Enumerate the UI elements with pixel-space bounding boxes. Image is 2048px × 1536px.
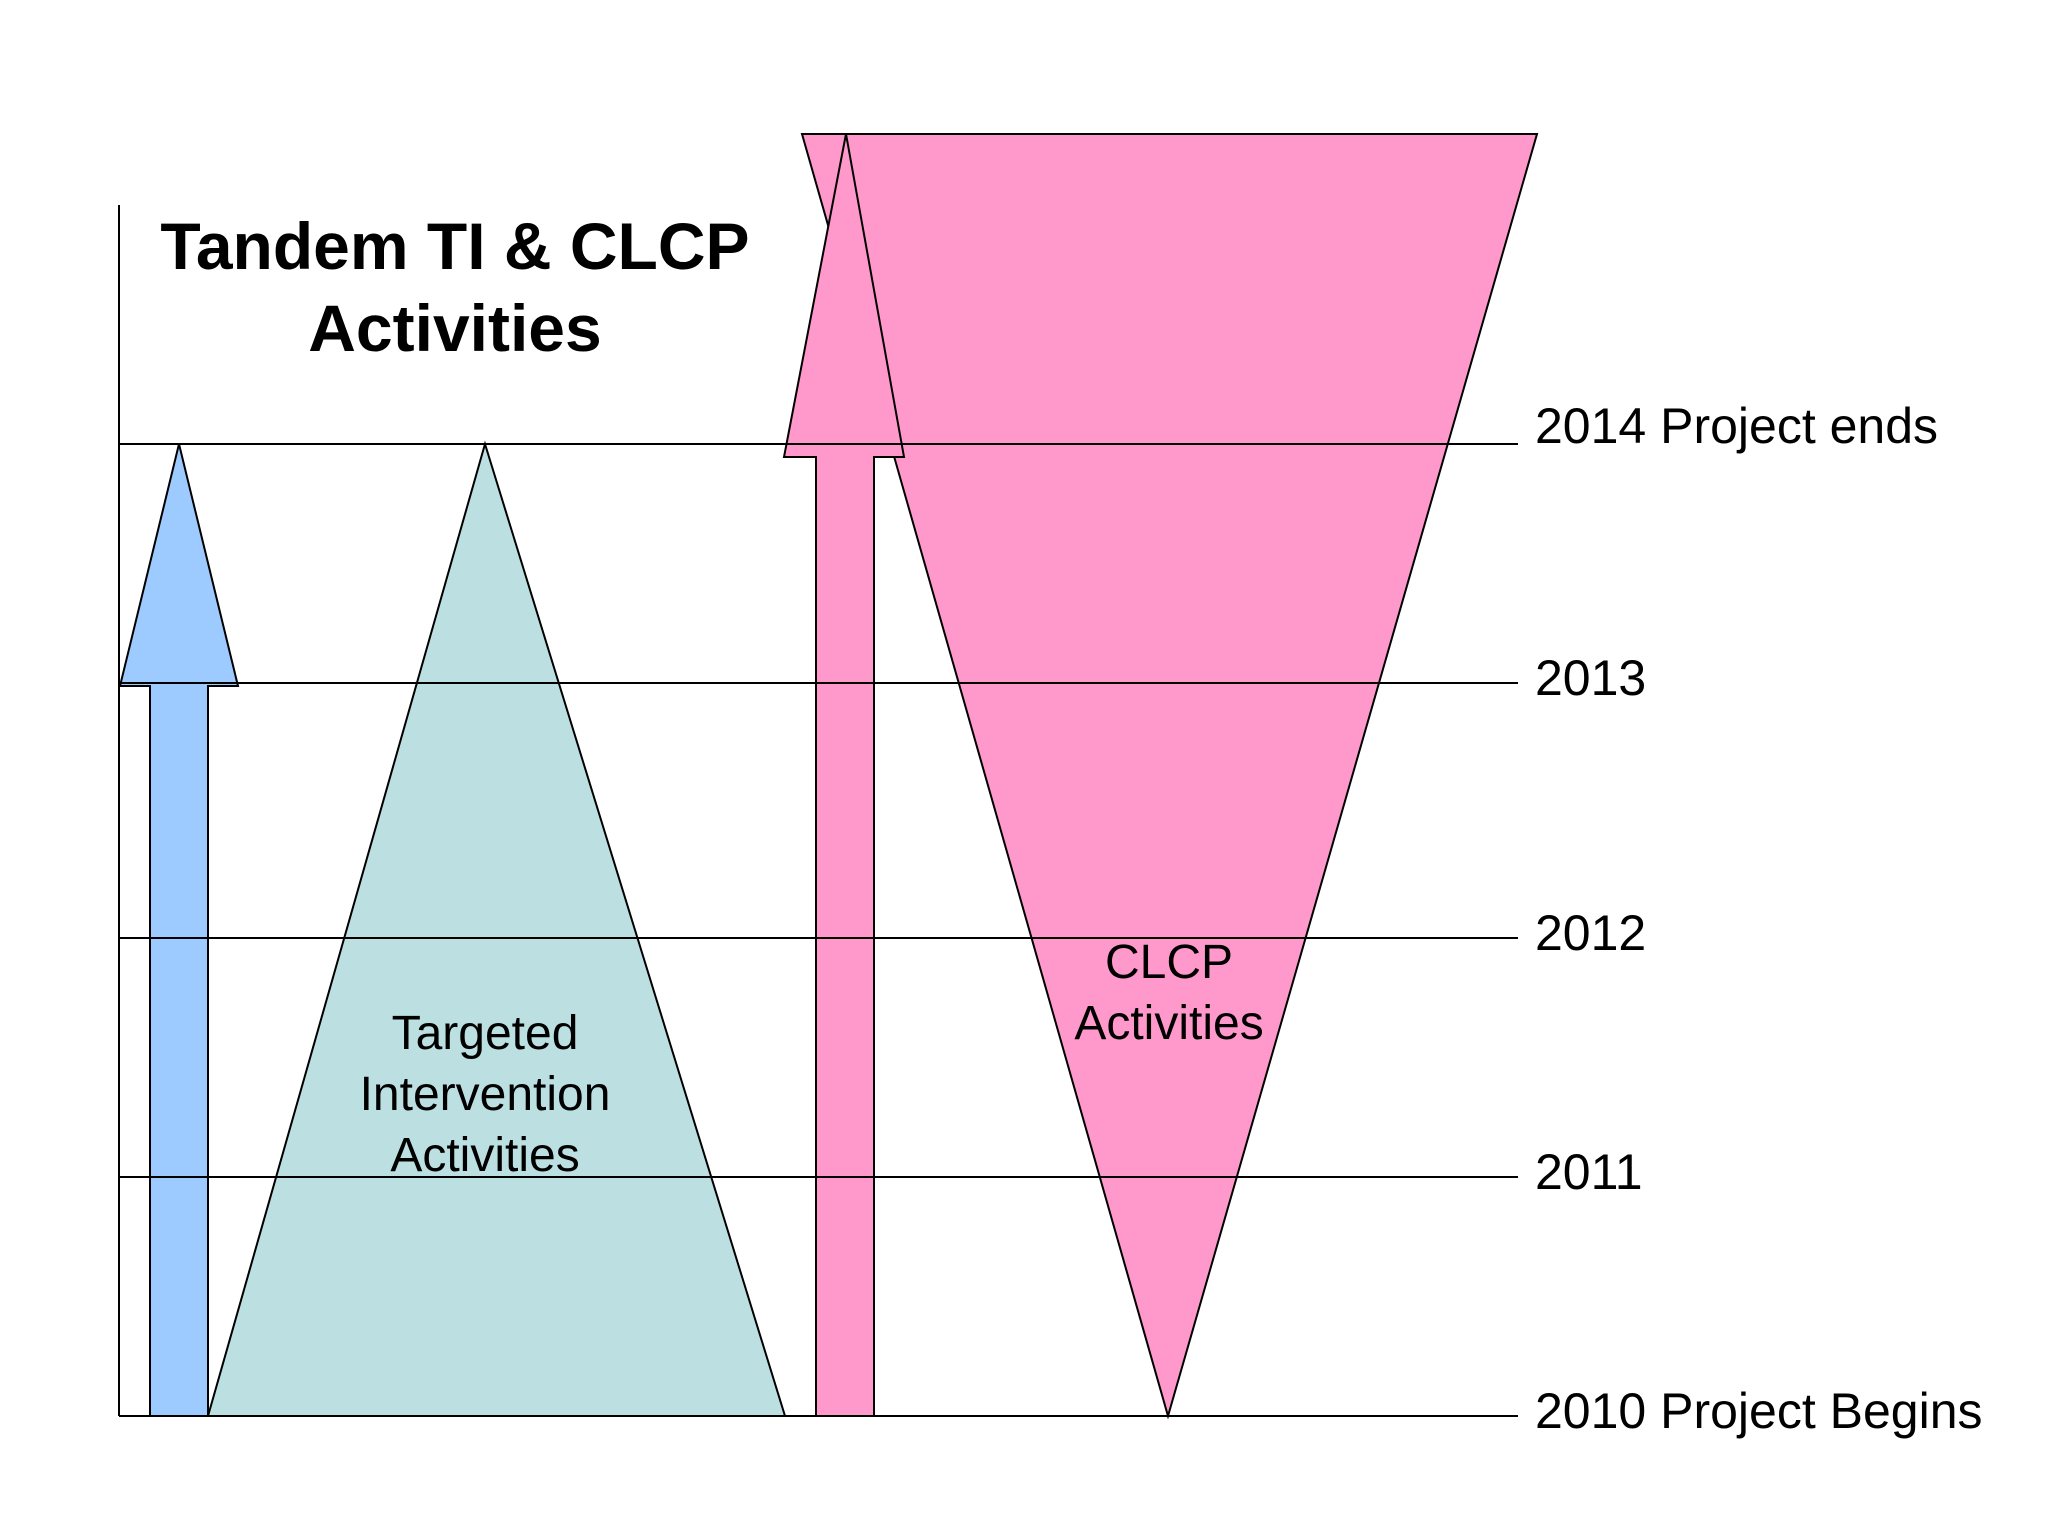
diagram-title: Tandem TI & CLCP Activities <box>130 205 780 369</box>
title-line-1: Tandem TI & CLCP <box>160 209 750 283</box>
ti-label-line-2: Intervention <box>359 1068 611 1121</box>
ti-label-line-3: Activities <box>390 1129 580 1182</box>
year-label-2012: 2012 <box>1535 905 1647 961</box>
ti-triangle-shape <box>206 440 787 1417</box>
year-label-2013: 2013 <box>1535 650 1647 706</box>
clcp-activities-label: CLCP Activities <box>1019 932 1319 1054</box>
year-label-2014: 2014 Project ends <box>1535 398 1939 454</box>
clcp-triangle-shape <box>800 133 1539 1420</box>
ti-arrow-shape <box>118 443 240 1417</box>
ti-label-line-1: Targeted <box>391 1007 579 1060</box>
ti-activities-label: Targeted Intervention Activities <box>305 1003 665 1186</box>
year-label-2010: 2010 Project Begins <box>1535 1383 1983 1439</box>
clcp-arrow-shape <box>782 133 906 1417</box>
title-line-2: Activities <box>308 291 602 365</box>
clcp-label-line-2: Activities <box>1074 997 1264 1050</box>
clcp-label-line-1: CLCP <box>1104 936 1234 989</box>
year-label-2011: 2011 <box>1535 1144 1643 1200</box>
